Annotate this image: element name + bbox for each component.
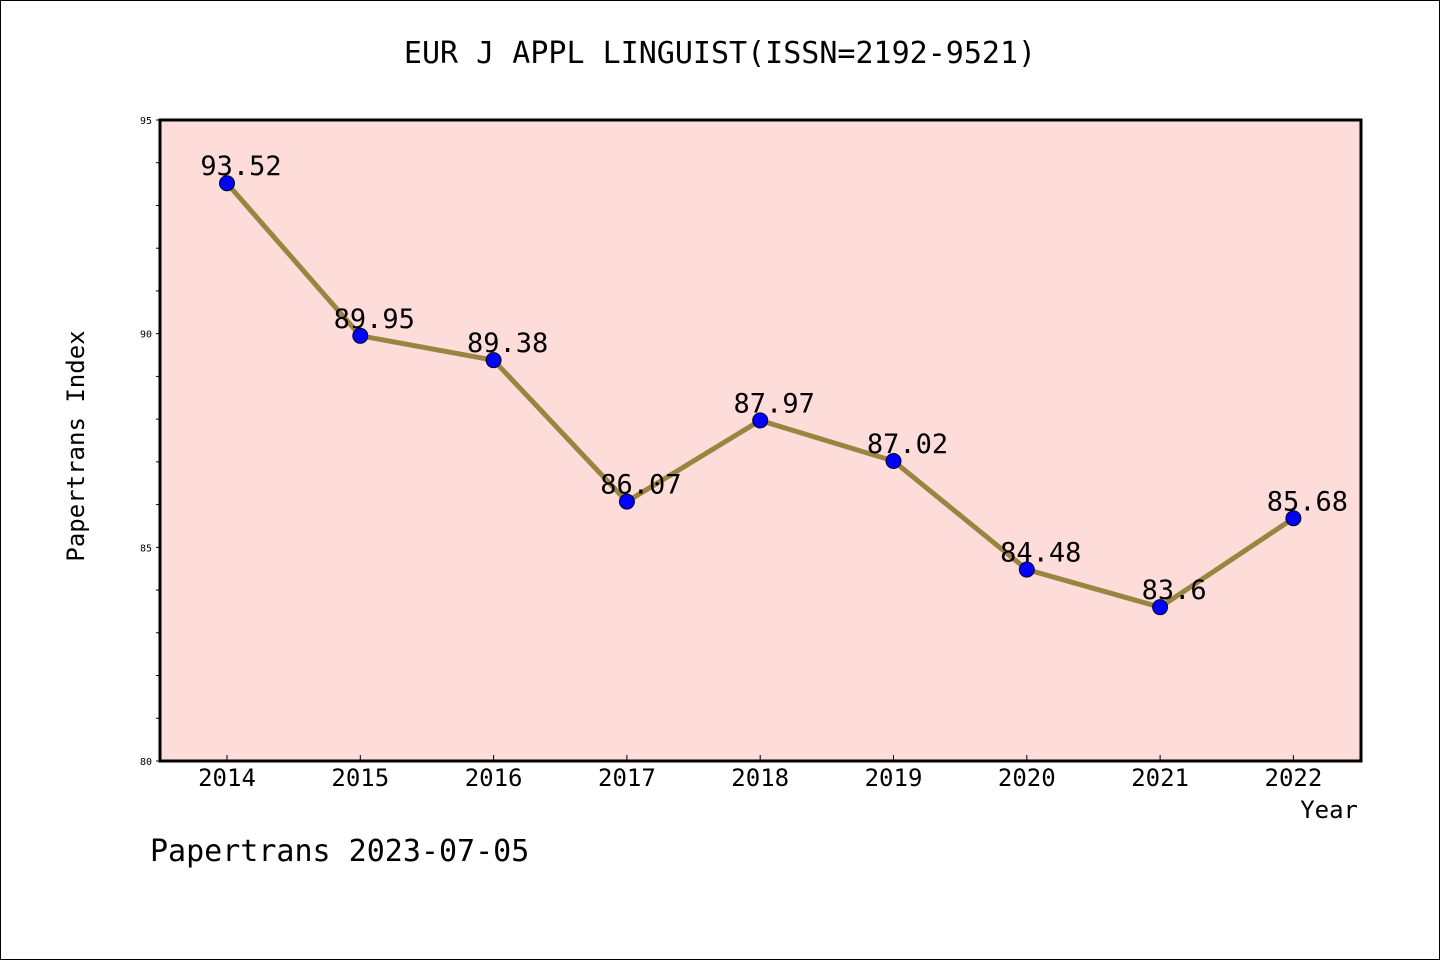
- data-value-label: 84.48: [1000, 538, 1081, 569]
- data-point-marker: [219, 175, 235, 192]
- x-tick-label: 2022: [1265, 764, 1323, 792]
- x-tick-label: 2018: [731, 764, 789, 792]
- y-tick-label: 85: [140, 543, 152, 554]
- x-tick-label: 2020: [998, 764, 1056, 792]
- data-point-marker: [352, 327, 369, 344]
- data-value-label: 86.07: [600, 470, 681, 501]
- x-axis: 2014 2015 2016 2017 2018 2019 2020 2021 2022: [198, 755, 1322, 792]
- data-value-label: 89.38: [467, 328, 548, 359]
- data-labels: 93.52 89.95 89.38 86.07 87.97 87.02 84.48 83.6 8…: [200, 151, 1348, 606]
- y-tick-label: 95: [140, 116, 152, 127]
- x-tick-label: 2014: [198, 764, 256, 792]
- data-markers: [219, 175, 1302, 616]
- x-tick-label: 2021: [1131, 764, 1189, 792]
- x-tick-label: 2019: [865, 764, 923, 792]
- data-point-marker: [618, 493, 635, 510]
- data-value-label: 87.97: [734, 388, 815, 419]
- data-value-label: 85.68: [1267, 486, 1348, 517]
- data-value-label: 83.6: [1142, 575, 1207, 606]
- x-tick-label: 2015: [331, 764, 389, 792]
- data-point-marker: [485, 352, 502, 369]
- data-value-label: 93.52: [200, 151, 281, 182]
- data-value-label: 87.02: [867, 429, 948, 460]
- data-point-marker: [885, 453, 902, 470]
- chart-title: EUR J APPL LINGUIST(ISSN=2192-9521): [403, 36, 1037, 71]
- plot-border: [158, 118, 1363, 763]
- data-point-marker: [1152, 599, 1169, 616]
- y-axis: 80 85 90 95: [140, 116, 160, 768]
- data-point-marker: [752, 412, 769, 429]
- y-tick-label: 90: [140, 330, 152, 341]
- x-axis-label: Year: [1300, 796, 1358, 824]
- plot-area: [160, 120, 1361, 761]
- data-point-marker: [1285, 510, 1302, 527]
- x-tick-label: 2017: [598, 764, 656, 792]
- x-tick-label: 2016: [465, 764, 523, 792]
- y-tick-label: 80: [140, 757, 152, 768]
- data-point-marker: [1018, 561, 1035, 578]
- data-value-label: 89.95: [334, 304, 415, 335]
- footer-watermark: Papertrans 2023-07-05: [150, 834, 530, 869]
